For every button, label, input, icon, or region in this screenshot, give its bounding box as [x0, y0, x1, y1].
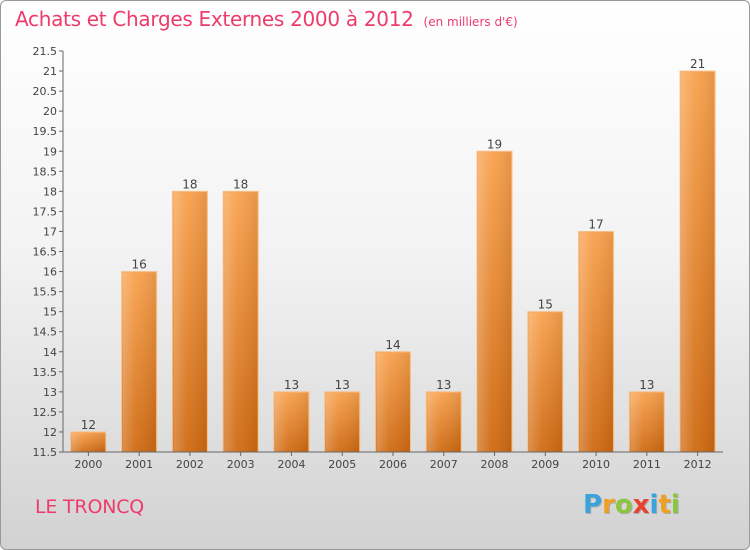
y-tick-label: 17 — [43, 225, 57, 238]
x-tick-label: 2003 — [227, 458, 255, 471]
brand-letter: o — [614, 490, 633, 520]
chart-unit-note: (en milliers d'€) — [423, 15, 518, 29]
brand-letter: t — [658, 490, 671, 520]
x-tick-label: 2002 — [176, 458, 204, 471]
y-tick-label: 16 — [43, 266, 57, 279]
y-tick-label: 14 — [43, 346, 57, 359]
y-tick-label: 11.5 — [33, 446, 58, 459]
x-tick-label: 2012 — [684, 458, 712, 471]
data-label: 13 — [436, 378, 451, 392]
y-tick-label: 19.5 — [33, 125, 58, 138]
y-tick-label: 15.5 — [33, 286, 58, 299]
brand-letter: P — [583, 490, 603, 520]
x-axis: 2000 2001 2002 2003 2004 2005 2006 2007 2008 2009… — [63, 451, 723, 471]
brand-letter: i — [670, 490, 680, 520]
bars: 12 16 18 18 13 13 14 13 19 15 17 13 21 — [70, 57, 716, 453]
y-tick-label: 14.5 — [33, 326, 58, 339]
data-label: 16 — [132, 258, 147, 272]
proxiti-logo[interactable]: Proxiti — [583, 490, 680, 520]
data-label: 21 — [690, 57, 705, 71]
y-tick-label: 17.5 — [33, 205, 58, 218]
brand-letter: r — [602, 490, 615, 520]
x-tick-label: 2005 — [328, 458, 356, 471]
data-label: 19 — [487, 137, 502, 151]
bar-shine — [681, 72, 715, 453]
brand-letter: i — [649, 490, 659, 520]
x-tick-label: 2004 — [277, 458, 305, 471]
bar-shine — [376, 352, 410, 452]
data-label: 17 — [588, 217, 603, 231]
y-tick-label: 16.5 — [33, 246, 58, 259]
y-tick-label: 12.5 — [33, 406, 58, 419]
x-tick-label: 2007 — [430, 458, 458, 471]
y-tick-label: 13 — [43, 386, 57, 399]
data-label: 13 — [639, 378, 654, 392]
y-tick-label: 20 — [43, 105, 57, 118]
bar-shine — [71, 432, 105, 452]
bar-shine — [224, 192, 258, 452]
y-axis: 11.5 12 12.5 13 13.5 14 14.5 15 15.5 16 16.5 17 17.5… — [33, 45, 64, 459]
brand-letter: x — [632, 490, 650, 520]
data-label: 13 — [335, 378, 350, 392]
data-label: 18 — [233, 177, 248, 191]
y-tick-label: 20.5 — [33, 85, 58, 98]
x-tick-label: 2009 — [531, 458, 559, 471]
data-label: 12 — [81, 418, 96, 432]
data-label: 14 — [385, 338, 400, 352]
data-label: 13 — [284, 378, 299, 392]
x-tick-label: 2000 — [74, 458, 102, 471]
bar-shine — [478, 152, 512, 452]
bar-shine — [274, 392, 308, 452]
y-tick-label: 18.5 — [33, 165, 58, 178]
title-row: Achats et Charges Externes 2000 à 2012 (e… — [15, 7, 518, 31]
bar-shine — [630, 392, 664, 452]
x-tick-label: 2006 — [379, 458, 407, 471]
y-tick-label: 19 — [43, 145, 57, 158]
data-label: 18 — [182, 177, 197, 191]
bar-shine — [579, 232, 613, 452]
bar-shine — [325, 392, 359, 452]
commune-name: LE TRONCQ — [35, 496, 145, 518]
y-tick-label: 18 — [43, 185, 57, 198]
bar-shine — [427, 392, 461, 452]
y-tick-label: 13.5 — [33, 366, 58, 379]
bar-shine — [528, 312, 562, 452]
y-tick-label: 12 — [43, 426, 57, 439]
chart-title: Achats et Charges Externes 2000 à 2012 — [15, 7, 414, 31]
y-tick-label: 21.5 — [33, 45, 58, 58]
bar-shine — [173, 192, 207, 452]
x-tick-label: 2008 — [481, 458, 509, 471]
x-tick-label: 2011 — [633, 458, 661, 471]
y-tick-label: 15 — [43, 306, 57, 319]
x-tick-label: 2010 — [582, 458, 610, 471]
bar-shine — [122, 272, 156, 452]
y-tick-label: 21 — [43, 65, 57, 78]
x-tick-label: 2001 — [125, 458, 153, 471]
data-label: 15 — [538, 298, 553, 312]
